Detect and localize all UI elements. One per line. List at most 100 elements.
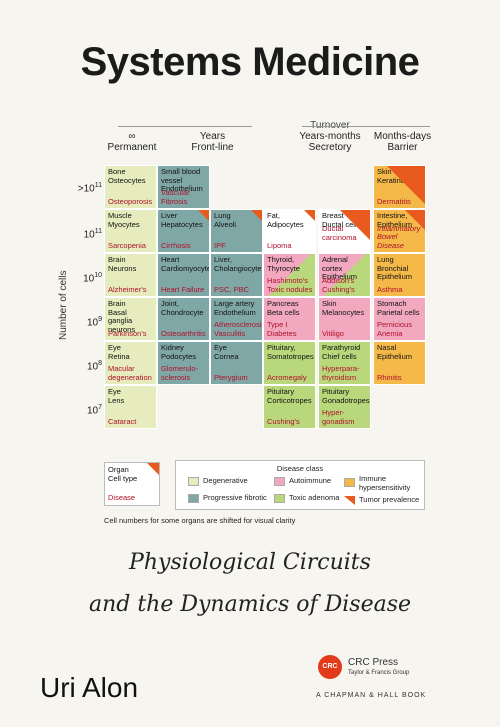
tumor-marker — [405, 210, 425, 230]
grid-cell-liver-hepatocytes: Liver Hepatocytes Cirrhosis — [157, 209, 210, 253]
row-label: 107 — [86, 404, 102, 417]
cell-organ: Pituitary, Somatotropes — [267, 343, 314, 361]
cell-disease: Pernicious Anemia — [377, 320, 413, 338]
grid-cell-basal-ganglia: Brain Basal ganglia neurons Parkinson's — [104, 297, 157, 341]
cell-disease: Pterygium — [214, 372, 248, 382]
cell-disease: Macular degeneration — [108, 364, 152, 382]
cell-organ: Pancreas Beta cells — [267, 299, 300, 317]
publisher-group: Taylor & Francis Group — [348, 670, 410, 676]
legend-label: Tumor prevalence — [359, 495, 420, 504]
grid-cell-bone: Bone Osteocytes Osteoporosis — [104, 165, 157, 209]
legend-cell-key: Organ Cell type Disease — [104, 462, 160, 506]
cell-organ: Liver Hepatocytes — [161, 211, 203, 229]
disease-class-legend: Disease class Degenerative Progressive f… — [175, 460, 425, 510]
turnover-line-right — [302, 126, 430, 127]
author-name: Uri Alon — [40, 672, 139, 703]
turnover-label: Turnover — [230, 120, 430, 131]
cell-organ: Pituitary Corticotropes — [267, 387, 312, 405]
cell-organ: Liver, Cholangiocyte — [214, 255, 262, 273]
cell-organ: Brain Neurons — [108, 255, 137, 273]
key-cell-type: Cell type — [108, 474, 138, 483]
grid-cell-lens: Eye Lens Cataract — [104, 385, 157, 429]
cell-organ: Lung Alveoli — [214, 211, 237, 229]
cell-organ: Thyroid, Thyrocyte — [267, 255, 300, 273]
grid-cell-cornea: Eye Cornea Pterygium — [210, 341, 263, 385]
legend-title: Disease class — [276, 464, 324, 473]
grid-cell-somatotropes: Pituitary, Somatotropes Acromegaly — [263, 341, 316, 385]
cell-disease: Vitiligo — [322, 328, 344, 338]
column-symbol: Years-months — [299, 131, 361, 142]
legend-label: Autoimmune — [289, 476, 332, 485]
cell-disease: Type I Diabetes — [267, 320, 297, 338]
legend-swatch — [344, 478, 355, 487]
cell-disease: Sarcopenia — [108, 240, 146, 250]
publisher-name: CRC Press — [348, 657, 399, 668]
cell-organ: Pituitary Gonadotropes — [322, 387, 370, 405]
grid-cell-small-blood-vessel: Small blood vessel Endothelium Vascular F… — [157, 165, 210, 209]
grid-cell-retina: Eye Retina Macular degeneration — [104, 341, 157, 385]
grid-cell-intestine: Intestine, Epithelium Inflammatory Bowel … — [373, 209, 426, 253]
cell-disease: Parkinson's — [108, 328, 147, 338]
cell-organ: Bone Osteocytes — [108, 167, 146, 185]
grid-cell-gonadotropes: Pituitary Gonadotropes Hyper-gonadism — [318, 385, 371, 429]
legend-swatch — [188, 494, 199, 503]
cell-organ: Fat, Adipocytes — [267, 211, 304, 229]
grid-cell-joint: Joint, Chondrocyte Osteoarthritis — [157, 297, 210, 341]
grid-cell-nasal: Nasal Epithelium Rhinitis — [373, 341, 426, 385]
cell-organ: Stomach Parietal cells — [377, 299, 420, 317]
tumor-marker — [387, 166, 425, 204]
grid-cell-brain-neurons: Brain Neurons Alzheimer's — [104, 253, 157, 297]
cell-disease: Cushing's — [267, 416, 300, 426]
row-label: 109 — [86, 316, 102, 329]
cell-disease: Acromegaly — [267, 372, 307, 382]
legend-swatch — [274, 477, 285, 486]
legend-swatch — [274, 494, 285, 503]
cell-disease: Cirrhosis — [161, 240, 191, 250]
cell-disease: Hyperpara-thyroidism — [322, 364, 360, 382]
turnover-line-left — [118, 126, 252, 127]
column-symbol: Months-days — [373, 131, 432, 142]
cell-organ: Joint, Chondrocyte — [161, 299, 204, 317]
column-label: Front-line — [191, 142, 234, 153]
legend-swatch — [188, 477, 199, 486]
tumor-marker — [251, 210, 262, 221]
column-header-secretory: Years-months Secretory — [285, 131, 375, 153]
row-label: 1011 — [83, 228, 102, 241]
tumor-marker — [198, 210, 209, 221]
subtitle-line-1: Physiological Circuits — [129, 550, 371, 575]
grid-cell-melanocytes: Skin Melanocytes Vitiligo — [318, 297, 371, 341]
cell-disease: Osteoarthritis — [161, 328, 206, 338]
cell-organ: Eye Retina — [108, 343, 130, 361]
grid-cell-lung-alveoli: Lung Alveoli IPF — [210, 209, 263, 253]
grid-cell-breast: Breast Ductal cells Ductal carcinoma — [318, 209, 371, 253]
grid-cell-adrenal: Adrenal cortex Epithelium Addison's Cushin… — [318, 253, 371, 297]
key-disease: Disease — [108, 493, 136, 502]
cell-disease: Atherosclerosis Vasculitis — [214, 320, 263, 338]
cell-organ: Nasal Epithelium — [377, 343, 413, 361]
cell-organ: Small blood vessel Endothelium — [161, 167, 203, 193]
cell-disease: Addison's Cushing's — [322, 276, 355, 294]
cell-organ: Adrenal cortex Epithelium — [322, 255, 358, 281]
legend-label: Toxic adenoma — [289, 493, 340, 502]
column-label: Barrier — [387, 142, 418, 153]
cell-disease: Vascular Fibrosis — [161, 188, 190, 206]
grid-cell-heart: Heart Cardiomyocytes Heart Failure — [157, 253, 210, 297]
key-organ: Organ — [108, 465, 129, 474]
grid-cell-corticotropes: Pituitary Corticotropes Cushing's — [263, 385, 316, 429]
cell-disease: IPF — [214, 240, 226, 250]
footnote: Cell numbers for some organs are shifted… — [104, 516, 296, 525]
cell-disease: PSC, PBC — [214, 284, 250, 294]
grid-cell-thyroid: Thyroid, Thyrocyte Hashimoto's Toxic nodul… — [263, 253, 316, 297]
cell-organ: Brain Basal ganglia neurons — [108, 299, 136, 334]
tumor-marker — [147, 463, 159, 475]
column-header-barrier: Months-days Barrier — [370, 131, 435, 153]
cell-disease: Dermatitis — [377, 196, 411, 206]
book-title: Systems Medicine — [80, 40, 420, 84]
legend-label: Progressive fibrotic — [203, 493, 267, 502]
cell-disease: Hyper-gonadism — [322, 408, 355, 426]
column-header-permanent: ∞ Permanent — [104, 131, 160, 153]
cell-organ: Intestine, Epithelium — [377, 211, 413, 229]
cell-disease: Ductal carcinoma — [322, 224, 357, 242]
publisher-logo: CRC — [318, 655, 342, 679]
column-symbol: ∞ — [128, 131, 136, 142]
